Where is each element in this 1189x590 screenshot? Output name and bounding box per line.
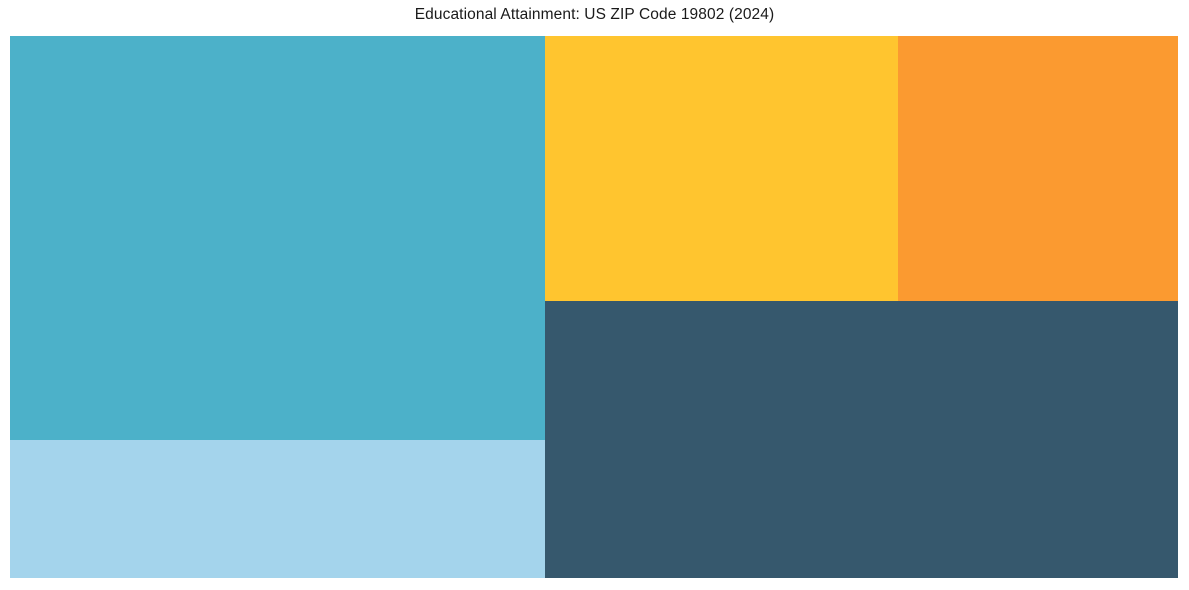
treemap-tile-4[interactable]: Less than high school <box>10 439 545 578</box>
page-title: Educational Attainment: US ZIP Code 1980… <box>414 6 775 23</box>
treemap-plot-area: High school graduate (or equivalent)Some… <box>10 36 1178 578</box>
treemap-tile-2[interactable]: Some college, no degree <box>544 301 1178 578</box>
treemap-tile-3[interactable]: Bachelor's degree <box>544 36 898 302</box>
treemap-tile-1[interactable]: High school graduate (or equivalent) <box>10 36 545 440</box>
treemap-tile-5[interactable]: Graduate or professional degree <box>897 36 1178 302</box>
